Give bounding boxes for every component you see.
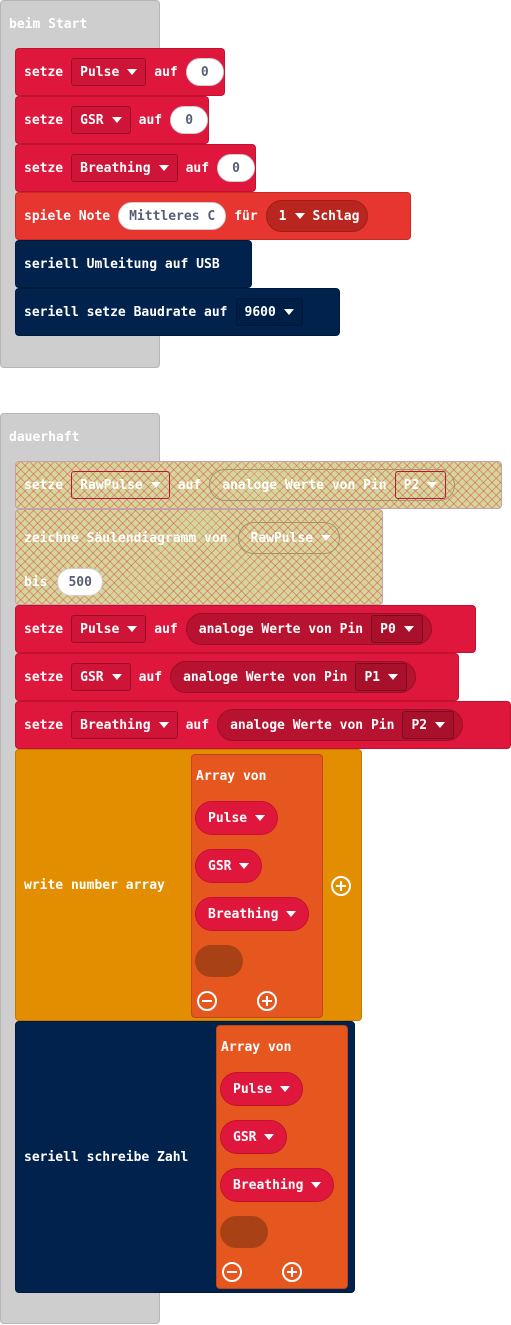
variable-dropdown-pulse[interactable]: Pulse (71, 58, 147, 86)
add-item-icon[interactable] (281, 1262, 302, 1282)
variable-dropdown-breathing[interactable]: Breathing (71, 154, 178, 182)
to-keyword: auf (177, 477, 202, 493)
set-gsr-block[interactable]: setze GSR auf 0 (15, 96, 210, 144)
array-item-pulse[interactable]: Pulse (220, 1072, 304, 1106)
array-of-label: Array von (221, 1040, 292, 1055)
chevron-down-icon (111, 674, 122, 680)
variable-dropdown-gsr[interactable]: GSR (71, 663, 131, 691)
set-rawpulse-block[interactable]: setze RawPulse auf analoge Werte von Pin… (15, 461, 502, 509)
plot-bar-graph-block[interactable]: zeichne Säulendiagramm von RawPulse bis … (15, 509, 383, 605)
set-keyword: setze (24, 112, 64, 128)
chevron-down-icon (127, 626, 138, 632)
set-keyword: setze (24, 160, 64, 176)
analog-read-pin-block[interactable]: analoge Werte von Pin P2 (209, 469, 456, 501)
to-keyword: auf (138, 669, 163, 685)
to-keyword: auf (185, 717, 210, 733)
bar-graph-variable-dropdown[interactable]: RawPulse (237, 522, 341, 554)
array-empty-slot[interactable] (220, 1216, 268, 1248)
note-picker[interactable]: Mittleres C (118, 202, 227, 230)
chevron-down-icon (427, 482, 438, 488)
chevron-down-icon (321, 535, 332, 541)
to-keyword: auf (185, 160, 210, 176)
chevron-down-icon (158, 165, 169, 171)
value-input-gsr[interactable]: 0 (170, 106, 209, 134)
chevron-down-icon (239, 863, 250, 869)
pin-dropdown[interactable]: P2 (402, 711, 455, 739)
chevron-down-icon (127, 69, 138, 75)
set-keyword: setze (24, 621, 64, 637)
array-item-gsr[interactable]: GSR (195, 849, 263, 883)
set-pulse-block[interactable]: setze Pulse auf 0 (15, 48, 225, 96)
serial-redirect-label: seriell Umleitung auf USB (24, 256, 220, 272)
array-item-breathing[interactable]: Breathing (220, 1168, 335, 1202)
set-keyword: setze (24, 669, 64, 685)
baud-label: seriell setze Baudrate auf (24, 304, 228, 320)
beats-dropdown[interactable]: 1 Schlag (265, 200, 369, 232)
serial-redirect-usb-block[interactable]: seriell Umleitung auf USB (15, 240, 252, 288)
set-breathing-block[interactable]: setze Breathing auf 0 (15, 144, 257, 192)
pin-dropdown[interactable]: P2 (394, 471, 447, 499)
chevron-down-icon (283, 309, 294, 315)
chevron-down-icon (311, 1182, 322, 1188)
analog-read-pin-block[interactable]: analoge Werte von Pin P0 (185, 613, 432, 645)
chevron-down-icon (280, 1086, 291, 1092)
baud-rate-dropdown[interactable]: 9600 (235, 298, 303, 326)
write-number-array-label: write number array (24, 878, 165, 893)
add-parameter-icon[interactable] (331, 876, 351, 896)
chevron-down-icon (388, 674, 399, 680)
serial-set-baud-block[interactable]: seriell setze Baudrate auf 9600 (15, 288, 340, 336)
remove-item-icon[interactable] (197, 991, 217, 1011)
bar-graph-label: zeichne Säulendiagramm von (24, 530, 228, 546)
array-item-breathing[interactable]: Breathing (195, 897, 310, 931)
analog-read-pin-block[interactable]: analoge Werte von Pin P1 (170, 661, 417, 693)
variable-dropdown-breathing[interactable]: Breathing (71, 711, 178, 739)
set-gsr-analog-block[interactable]: setze GSR auf analoge Werte von Pin P1 (15, 653, 459, 701)
chevron-down-icon (286, 911, 297, 917)
chevron-down-icon (264, 1134, 275, 1140)
serial-write-number-block[interactable]: seriell schreibe Zahl Array von Pulse GS… (15, 1021, 355, 1293)
remove-item-icon[interactable] (222, 1262, 242, 1282)
play-note-block[interactable]: spiele Note Mittleres C für 1 Schlag (15, 192, 411, 240)
for-keyword: für (234, 208, 258, 224)
chevron-down-icon (111, 117, 122, 123)
chevron-down-icon (255, 815, 266, 821)
variable-dropdown-rawpulse[interactable]: RawPulse (71, 471, 170, 499)
serial-write-number-label: seriell schreibe Zahl (24, 1150, 189, 1165)
array-item-pulse[interactable]: Pulse (195, 801, 279, 835)
chevron-down-icon (150, 482, 161, 488)
variable-dropdown-gsr[interactable]: GSR (71, 106, 131, 134)
value-input-breathing[interactable]: 0 (217, 154, 256, 182)
set-keyword: setze (24, 477, 64, 493)
array-empty-slot[interactable] (195, 945, 243, 977)
on-start-label: beim Start (9, 17, 88, 32)
play-note-label: spiele Note (24, 208, 111, 224)
pin-dropdown[interactable]: P0 (371, 615, 423, 643)
chevron-down-icon (294, 213, 305, 219)
array-of-block[interactable]: Array von Pulse GSR Breathing (216, 1025, 348, 1289)
bar-graph-max-input[interactable]: 500 (57, 568, 103, 596)
chevron-down-icon (158, 722, 169, 728)
analog-read-pin-block[interactable]: analoge Werte von Pin P2 (217, 709, 464, 741)
array-item-gsr[interactable]: GSR (220, 1120, 288, 1154)
array-of-label: Array von (196, 769, 267, 784)
up-to-keyword: bis (24, 574, 48, 590)
forever-label: dauerhaft (9, 430, 80, 445)
to-keyword: auf (154, 64, 178, 80)
pin-dropdown[interactable]: P1 (355, 663, 408, 691)
to-keyword: auf (138, 112, 163, 128)
chevron-down-icon (435, 722, 446, 728)
write-number-array-block[interactable]: write number array Array von Pulse GSR B… (15, 749, 362, 1021)
set-pulse-analog-block[interactable]: setze Pulse auf analoge Werte von Pin P0 (15, 605, 476, 653)
value-input-pulse[interactable]: 0 (185, 58, 224, 86)
add-item-icon[interactable] (256, 991, 277, 1011)
array-of-block[interactable]: Array von Pulse GSR Breathing (191, 754, 323, 1018)
set-keyword: setze (24, 64, 64, 80)
set-keyword: setze (24, 717, 64, 733)
set-breathing-analog-block[interactable]: setze Breathing auf analoge Werte von Pi… (15, 701, 511, 749)
to-keyword: auf (154, 621, 178, 637)
chevron-down-icon (403, 626, 414, 632)
variable-dropdown-pulse[interactable]: Pulse (71, 615, 147, 643)
